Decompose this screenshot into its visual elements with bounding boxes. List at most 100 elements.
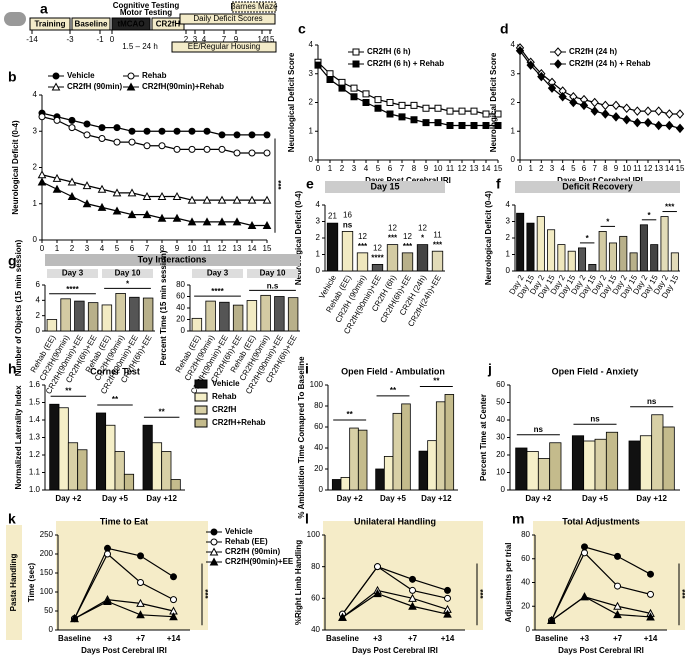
point — [136, 610, 145, 619]
x-tick-label: 10 — [188, 244, 197, 253]
point — [458, 122, 466, 129]
bar — [356, 252, 369, 272]
timeline-text: Daily Deficit Scores — [193, 14, 262, 23]
point — [202, 217, 212, 226]
sig-label: **** — [371, 254, 384, 263]
legend-label: CR2fH (6 h) + Rehab — [367, 59, 444, 68]
y-tick-label: 20 — [521, 601, 530, 610]
bar — [170, 479, 181, 491]
chart-title: Deficit Recovery — [562, 181, 633, 191]
x-tick-label: 13 — [654, 164, 663, 173]
point — [646, 612, 655, 621]
y-axis-label: Neurological Deficit (0-4) — [484, 191, 493, 286]
y-tick-label: 4 — [506, 200, 511, 209]
y-tick-label: 1.0 — [29, 485, 41, 494]
y-tick-label: 60 — [314, 422, 323, 431]
panel-label: b — [8, 69, 17, 85]
y-axis-label: % Ambulation Time Comapred To Baseline — [297, 356, 306, 519]
bar — [670, 252, 679, 272]
sig-label: ns — [534, 425, 544, 434]
chart-title: Open Field - Anxiety — [552, 366, 639, 376]
point — [373, 589, 382, 598]
point — [104, 544, 111, 552]
y-axis-label: Time (sec) — [27, 562, 36, 602]
point — [581, 543, 588, 551]
y-tick-label: 0 — [181, 326, 186, 335]
point — [233, 131, 241, 139]
bar — [516, 212, 525, 272]
sig-label: ** — [347, 410, 354, 419]
x-tick-label: 12 — [644, 164, 653, 173]
point — [581, 549, 588, 557]
legend-marker — [210, 528, 218, 536]
panel-label: h — [8, 361, 17, 377]
panel-label: a — [40, 1, 48, 17]
bar — [101, 304, 113, 332]
n-label: 12 — [373, 244, 382, 253]
y-tick-label: 20 — [496, 450, 505, 459]
panel-label: k — [8, 511, 16, 527]
x-tick-label: +7 — [613, 634, 623, 643]
point — [446, 122, 454, 129]
x-tick-label: Baseline — [326, 634, 359, 643]
panel-label: m — [512, 511, 524, 527]
x-tick-label: 4 — [364, 164, 369, 173]
x-tick-label: 3 — [352, 164, 357, 173]
point — [262, 220, 272, 229]
bar — [557, 244, 566, 272]
bar — [349, 427, 359, 491]
bar — [392, 412, 403, 491]
timeline-tick-label: -3 — [66, 35, 74, 44]
x-tick-label: 4 — [560, 164, 565, 173]
y-tick-label: 1 — [316, 250, 321, 259]
y-tick-label: 3 — [511, 69, 516, 78]
sig-label: *** — [358, 242, 368, 251]
bar — [386, 244, 399, 272]
legend-label: CR2fH (6 h) — [367, 47, 411, 56]
sig-label: ** — [390, 386, 397, 395]
timeline-tick-label: 9 — [234, 35, 239, 44]
series-line — [342, 589, 448, 618]
x-tick-label: 11 — [203, 244, 212, 253]
panel-label: g — [8, 253, 17, 269]
series-line — [317, 64, 498, 127]
bar — [536, 216, 545, 272]
x-tick-label: 11 — [446, 164, 455, 173]
point — [37, 170, 47, 179]
x-tick-label: 14 — [248, 244, 257, 253]
point — [83, 120, 91, 128]
bar — [142, 424, 153, 491]
sig-label: ** — [159, 407, 166, 416]
y-tick-label: 1 — [506, 250, 511, 259]
n-label: 21 — [328, 211, 337, 220]
mouse-icon — [4, 12, 26, 26]
y-axis-label: Normalized Laterality Index — [14, 385, 23, 490]
point — [103, 596, 112, 605]
x-tick-label: Day +5 — [102, 494, 129, 503]
group-label: Day 3 — [207, 269, 229, 278]
series-line — [550, 551, 651, 621]
stage-label: tMCAO — [117, 20, 144, 29]
point — [68, 124, 76, 132]
point — [494, 122, 502, 129]
bar — [375, 468, 385, 491]
x-tick-label: 5 — [376, 164, 381, 173]
point — [172, 191, 182, 200]
point — [203, 145, 211, 153]
y-axis-label: Adjustments per trial — [504, 542, 513, 622]
legend-marker — [209, 547, 219, 556]
point — [386, 110, 394, 118]
point — [443, 609, 452, 618]
point — [601, 109, 610, 119]
x-tick-label: 6 — [582, 164, 587, 173]
timeline-tick-label: 4 — [202, 35, 207, 44]
bar — [46, 319, 58, 332]
timeline-tick-label: 14 — [258, 35, 267, 44]
housing-box — [171, 41, 277, 53]
point — [170, 596, 177, 604]
point — [67, 177, 77, 186]
group-label: Day 3 — [62, 269, 84, 278]
point — [434, 119, 442, 127]
y-tick-label: 3 — [506, 217, 511, 226]
